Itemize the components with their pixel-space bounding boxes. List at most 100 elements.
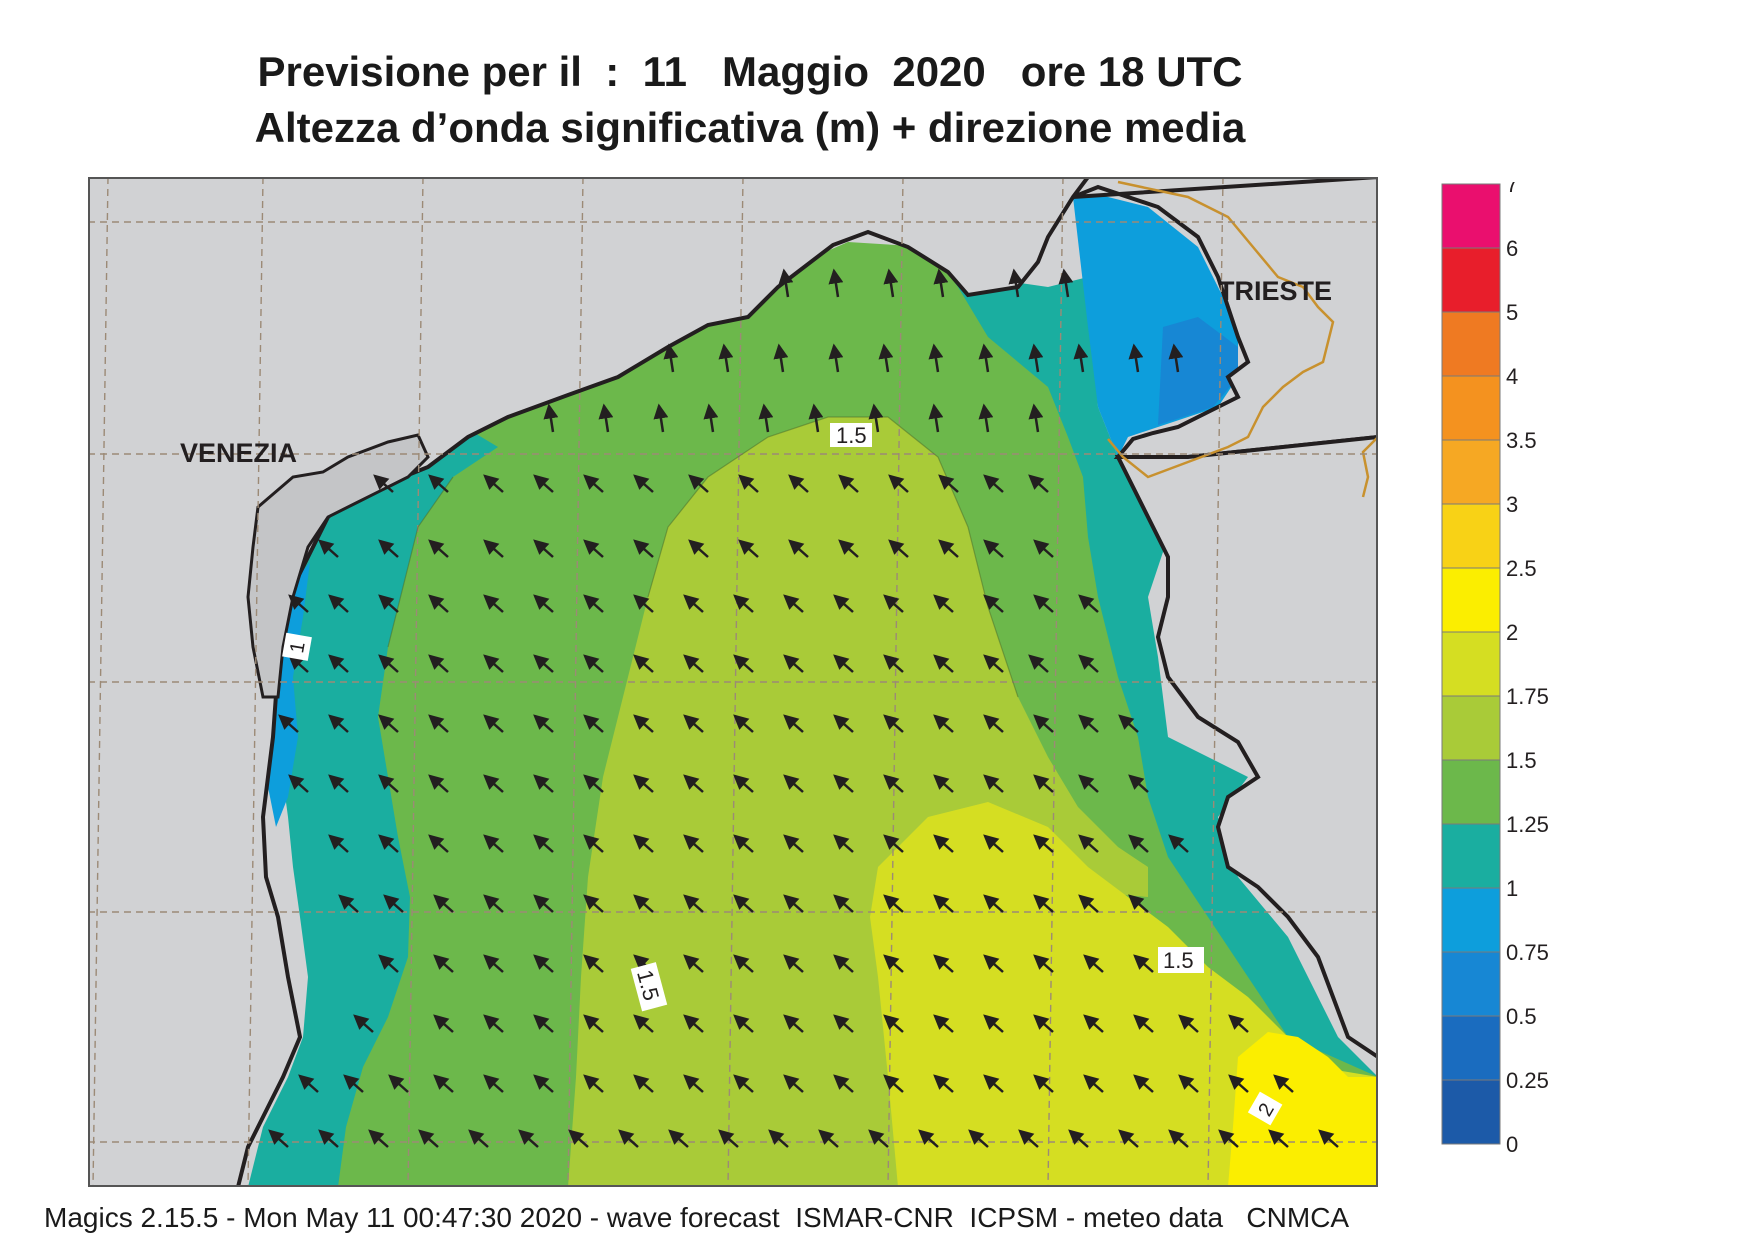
wave-arrow — [1168, 834, 1189, 853]
wave-arrow — [888, 539, 909, 558]
wave-arrow — [288, 594, 309, 613]
wave-arrow — [983, 774, 1004, 793]
legend-tick-label: 1.5 — [1506, 748, 1537, 773]
wave-arrow — [833, 594, 854, 613]
wave-arrow — [888, 474, 909, 493]
wave-arrow — [983, 654, 1004, 673]
legend-tick-label: 6 — [1506, 236, 1518, 261]
wave-arrow — [583, 714, 604, 733]
wave-arrow — [983, 714, 1004, 733]
wave-arrow — [378, 539, 399, 558]
wave-arrow — [768, 1129, 789, 1148]
wave-arrow — [1078, 774, 1099, 793]
wave-arrow — [328, 774, 349, 793]
wave-arrow — [688, 474, 709, 493]
wave-arrow — [683, 1014, 704, 1033]
wave-arrow — [718, 1129, 739, 1148]
wave-arrow — [1028, 403, 1044, 433]
wave-arrow — [1133, 1074, 1154, 1093]
contour-label-text: 1.5 — [1163, 948, 1194, 973]
wave-arrow — [533, 594, 554, 613]
wave-arrow — [378, 714, 399, 733]
wave-arrow — [633, 539, 654, 558]
contour-lines — [387, 416, 1019, 698]
wave-arrow — [983, 834, 1004, 853]
wave-arrow — [833, 714, 854, 733]
wave-arrow — [633, 714, 654, 733]
wave-arrow — [663, 343, 679, 373]
wave-arrow — [533, 474, 554, 493]
wave-arrow — [1078, 894, 1099, 913]
wave-arrow — [483, 1014, 504, 1033]
wave-arrow — [683, 594, 704, 613]
wave-arrow — [433, 1014, 454, 1033]
legend-tick-label: 4 — [1506, 364, 1518, 389]
wave-arrow — [938, 539, 959, 558]
wave-arrow — [933, 594, 954, 613]
wave-arrow — [733, 1014, 754, 1033]
wave-arrow — [278, 714, 299, 733]
wave-arrow — [733, 774, 754, 793]
wave-arrow — [598, 403, 614, 433]
wave-arrow — [533, 654, 554, 673]
wave-arrow — [983, 539, 1004, 558]
wave-arrow — [1218, 1129, 1239, 1148]
wave-arrow — [633, 654, 654, 673]
wave-arrow — [1083, 1014, 1104, 1033]
wave-arrow — [388, 1074, 409, 1093]
wave-arrow — [483, 954, 504, 973]
wave-arrow — [683, 834, 704, 853]
contour-label-1.5-south: 1.5 — [630, 962, 668, 1012]
wave-arrow — [633, 1074, 654, 1093]
wave-arrow — [583, 894, 604, 913]
wave-arrow — [868, 403, 884, 433]
wave-arrow — [1168, 343, 1184, 373]
wave-arrow — [328, 594, 349, 613]
wave-arrow — [1228, 1014, 1249, 1033]
sea-band-1.5-1.75 — [568, 417, 1148, 1187]
wave-arrow — [428, 834, 449, 853]
wave-arrow — [653, 403, 669, 433]
footer-credits: Magics 2.15.5 - Mon May 11 00:47:30 2020… — [44, 1202, 1350, 1233]
wave-arrow — [328, 834, 349, 853]
wave-arrow — [583, 774, 604, 793]
wave-arrow — [833, 894, 854, 913]
wave-arrow — [378, 954, 399, 973]
wave-arrow — [383, 894, 404, 913]
wave-arrow — [733, 894, 754, 913]
wave-arrow — [1268, 1129, 1289, 1148]
wave-arrow — [683, 1074, 704, 1093]
wave-arrow — [533, 1014, 554, 1033]
wave-arrow — [1033, 714, 1054, 733]
wave-arrow — [883, 894, 904, 913]
wave-arrow — [783, 1074, 804, 1093]
wave-arrow — [1028, 654, 1049, 673]
wave-arrow — [583, 474, 604, 493]
wave-arrow — [833, 1014, 854, 1033]
wave-arrow — [783, 654, 804, 673]
land-north-shore — [88, 177, 1378, 1187]
contour-label-1.5-north: 1.5 — [830, 423, 872, 448]
wave-arrow — [933, 714, 954, 733]
wave-arrow — [543, 403, 559, 433]
wave-arrow — [518, 1129, 539, 1148]
wave-arrow — [1078, 834, 1099, 853]
contour-label-1-west: 1 — [282, 632, 312, 661]
wave-arrow — [933, 1074, 954, 1093]
wave-arrow — [1083, 954, 1104, 973]
map-frame — [88, 177, 1378, 1187]
legend-swatch — [1441, 311, 1501, 377]
wave-arrow — [718, 343, 734, 373]
wave-arrow — [833, 834, 854, 853]
wave-arrow — [318, 1129, 339, 1148]
contour-label-2-southeast: 2 — [1247, 1091, 1283, 1126]
wave-arrow — [483, 539, 504, 558]
wave-arrow — [983, 474, 1004, 493]
legend-tick-label: 7 — [1506, 182, 1518, 197]
wave-arrow — [983, 954, 1004, 973]
wave-arrow — [1178, 1074, 1199, 1093]
wave-arrow — [883, 954, 904, 973]
wave-arrow — [288, 654, 309, 673]
wave-arrow — [1033, 539, 1054, 558]
wave-arrow — [818, 1129, 839, 1148]
